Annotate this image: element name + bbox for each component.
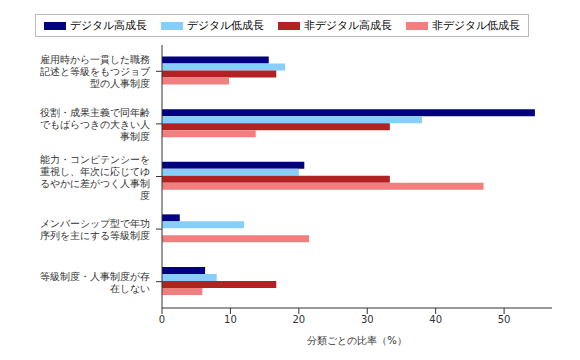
svg-text:20: 20 xyxy=(292,314,305,325)
html-text:非デジタル高成長: 非デジタル高成長 xyxy=(304,19,392,32)
svg-text:50: 50 xyxy=(498,314,511,325)
svg-text:役割・成果主義で同年齢でもばらつきの大きい人事制度: 役割・成果主義で同年齢でもばらつきの大きい人事制度 xyxy=(40,107,150,142)
svg-text:40: 40 xyxy=(429,314,442,325)
svg-text:雇用時から一貫した職務記述と等級をもつジョブ型の人事制度: 雇用時から一貫した職務記述と等級をもつジョブ型の人事制度 xyxy=(40,54,151,89)
svg-text:分類ごとの比率（%）: 分類ごとの比率（%） xyxy=(307,335,407,346)
html-text:デジタル低成長: デジタル低成長 xyxy=(187,19,264,32)
svg-text:メンバーシップ型で年功序列を主にする等級制度: メンバーシップ型で年功序列を主にする等級制度 xyxy=(40,218,150,241)
svg-text:30: 30 xyxy=(361,314,374,325)
html-text:デジタル高成長: デジタル高成長 xyxy=(70,19,147,32)
svg-text:0: 0 xyxy=(159,314,165,325)
svg-text:等級制度・人事制度が存在しない: 等級制度・人事制度が存在しない xyxy=(40,271,150,294)
svg-text:10: 10 xyxy=(224,314,237,325)
html-text:非デジタル低成長: 非デジタル低成長 xyxy=(432,19,520,32)
svg-text:能力・コンピテンシーを重視し、年次に応じてゆるやかに差がつく: 能力・コンピテンシーを重視し、年次に応じてゆるやかに差がつく人事制度 xyxy=(40,154,150,201)
